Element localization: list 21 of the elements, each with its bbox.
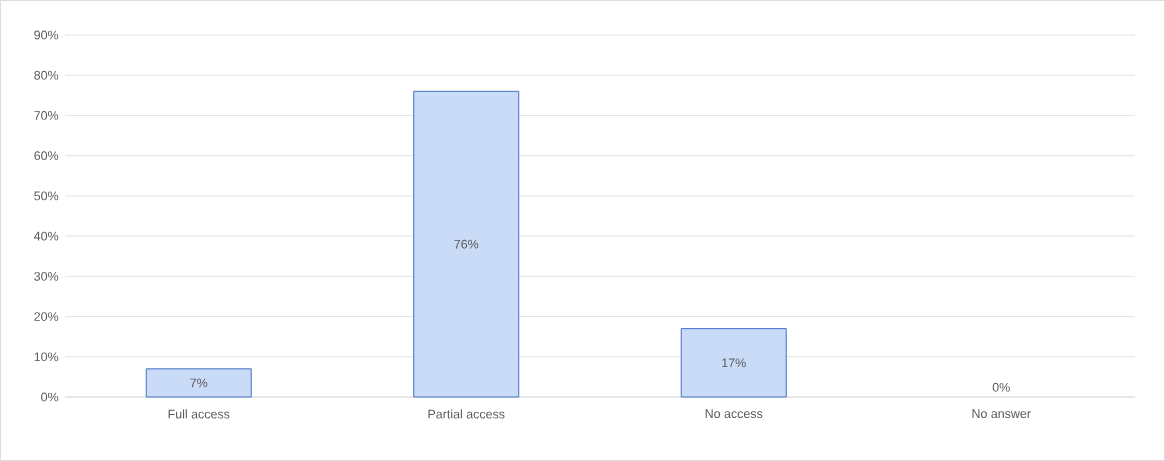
y-tick-label: 30% (34, 271, 59, 281)
y-tick-label: 90% (34, 30, 59, 40)
x-tick-label: Full access (168, 409, 230, 419)
data-label: 76% (454, 239, 479, 249)
y-tick-label: 50% (34, 191, 59, 201)
y-tick-label: 40% (34, 231, 59, 241)
y-tick-label: 70% (34, 111, 59, 120)
y-tick-label: 20% (34, 312, 59, 321)
data-label: 17% (722, 358, 746, 368)
bar (680, 328, 787, 398)
x-tick-label: No answer (972, 409, 1031, 419)
y-tick-label: 60% (34, 151, 59, 161)
data-label: 7% (190, 378, 208, 388)
y-tick-label: 0% (41, 392, 59, 402)
y-tick-label: 80% (34, 70, 59, 80)
x-tick-label: Partial access (428, 409, 505, 419)
bar (145, 368, 252, 398)
bar (413, 90, 520, 398)
data-label: 0% (992, 382, 1010, 392)
y-tick-label: 10% (34, 352, 59, 362)
x-tick-label: No access (705, 409, 763, 419)
